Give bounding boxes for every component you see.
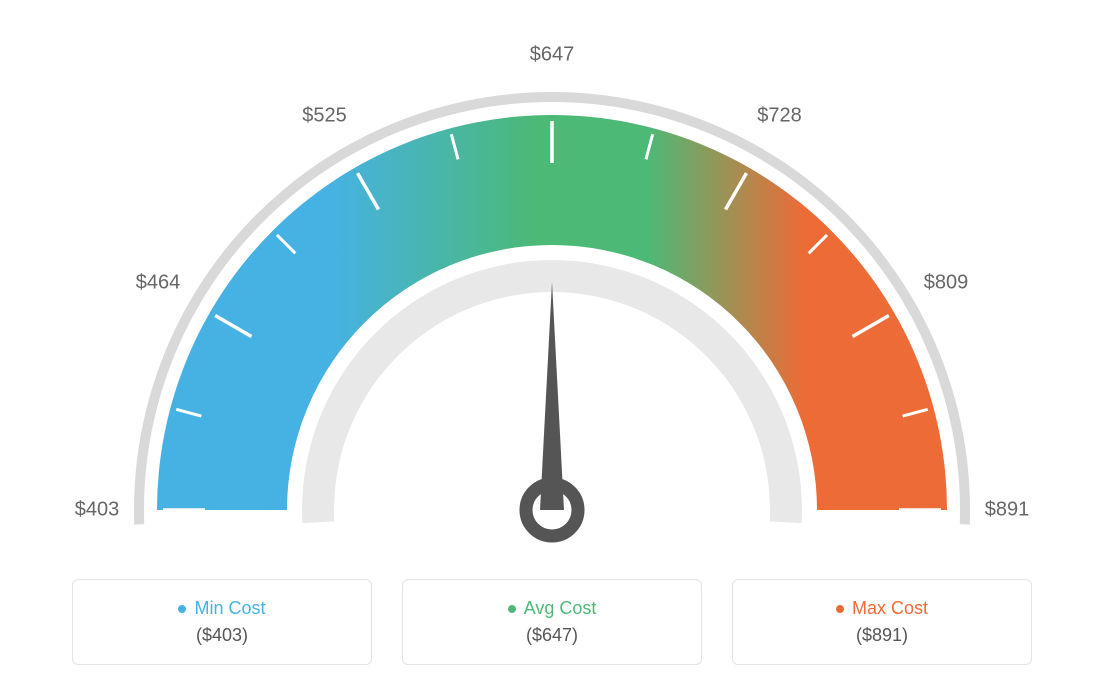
legend-title-row-max: Max Cost bbox=[836, 598, 928, 619]
legend-row: Min Cost ($403) Avg Cost ($647) Max Cost… bbox=[0, 579, 1104, 665]
gauge-tick-label: $403 bbox=[75, 499, 120, 522]
gauge-area: $403 $464 $525 $647 $728 $809 $891 bbox=[0, 0, 1104, 560]
legend-dot-avg bbox=[508, 605, 516, 613]
legend-value-avg: ($647) bbox=[526, 625, 578, 646]
legend-dot-min bbox=[178, 605, 186, 613]
legend-card-avg: Avg Cost ($647) bbox=[402, 579, 702, 665]
legend-label-max: Max Cost bbox=[852, 598, 928, 619]
gauge-tick-label: $647 bbox=[530, 44, 575, 67]
legend-value-max: ($891) bbox=[856, 625, 908, 646]
legend-card-min: Min Cost ($403) bbox=[72, 579, 372, 665]
legend-title-row-min: Min Cost bbox=[178, 598, 265, 619]
legend-dot-max bbox=[836, 605, 844, 613]
legend-value-min: ($403) bbox=[196, 625, 248, 646]
gauge-tick-label: $464 bbox=[136, 271, 181, 294]
gauge-tick-label: $809 bbox=[924, 271, 969, 294]
cost-gauge-chart: $403 $464 $525 $647 $728 $809 $891 Min Cost ($… bbox=[0, 0, 1104, 690]
legend-label-avg: Avg Cost bbox=[524, 598, 597, 619]
gauge-tick-label: $525 bbox=[302, 104, 347, 127]
gauge-tick-label: $728 bbox=[757, 104, 802, 127]
legend-title-row-avg: Avg Cost bbox=[508, 598, 597, 619]
legend-label-min: Min Cost bbox=[194, 598, 265, 619]
legend-card-max: Max Cost ($891) bbox=[732, 579, 1032, 665]
gauge-tick-label: $891 bbox=[985, 499, 1030, 522]
